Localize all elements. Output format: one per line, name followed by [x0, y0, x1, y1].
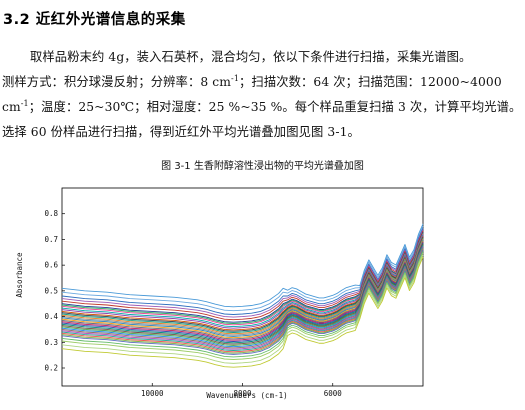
paragraph-line-2-a: 测样方式：积分球漫反射；分辨率：8 cm: [2, 75, 232, 89]
spectrum-line: [61, 230, 424, 321]
spectrum-line: [61, 233, 424, 326]
paragraph-line-2: 测样方式：积分球漫反射；分辨率：8 cm-1；扫描次数：64 次；扫描范围：12…: [2, 70, 522, 95]
section-heading: 3.2 近红外光谱信息的采集: [3, 12, 186, 28]
paragraph-line-4: 选择 60 份样品进行扫描，得到近红外平均光谱叠加图见图 3-1。: [2, 125, 360, 139]
y-tick-label: 0.2: [44, 364, 58, 373]
spectrum-line: [61, 252, 424, 360]
paragraph-line-3-a: cm: [2, 100, 21, 114]
body-paragraph: 取样品粉末约 4g，装入石英杯，混合均匀，依以下条件进行扫描，采集光谱图。 测样…: [2, 45, 522, 145]
spectrum-line: [61, 235, 424, 329]
superscript-minus-one: -1: [20, 98, 29, 108]
x-tick-label: 10000: [141, 389, 164, 398]
x-axis: 10000 8000 6000: [141, 383, 342, 398]
x-axis-label: Wavenumbers (cm-1): [206, 391, 287, 400]
spectrum-line: [61, 251, 424, 358]
spectrum-line: [61, 256, 424, 368]
series-layer: [61, 223, 424, 368]
x-tick-label: 6000: [324, 389, 343, 398]
paragraph-line-3-b: ；温度：25~30℃；相对湿度：25 %~35 %。每个样品重复扫描 3 次，计…: [28, 100, 522, 114]
spectra-chart-svg: 0.2 0.3 0.4 0.5 0.6 0.7 0.8 10000 8000 6000 Wave…: [15, 187, 424, 400]
paragraph-line-3: cm-1；温度：25~30℃；相对湿度：25 %~35 %。每个样品重复扫描 3…: [2, 95, 522, 120]
x-tick-label: 8000: [233, 389, 252, 398]
y-tick-label: 0.3: [44, 338, 58, 347]
y-tick-label: 0.8: [44, 209, 58, 218]
superscript-minus-one: -1: [231, 73, 240, 83]
spectra-chart: 0.2 0.3 0.4 0.5 0.6 0.7 0.8 10000 8000 6000 Wave…: [0, 179, 525, 406]
spectrum-line: [61, 249, 424, 355]
spectrum-line: [61, 223, 424, 308]
spectrum-line: [61, 229, 424, 318]
y-tick-label: 0.4: [44, 312, 58, 321]
spectrum-line: [61, 225, 424, 312]
y-tick-label: 0.7: [44, 235, 58, 244]
y-axis-label: Absorbance: [15, 252, 24, 298]
figure-caption: 图 3-1 生香附醇溶性浸出物的平均光谱叠加图: [161, 161, 364, 172]
y-tick-label: 0.5: [44, 286, 58, 295]
paragraph-line-2-b: ；扫描次数：64 次；扫描范围：12000~4000: [239, 75, 502, 89]
y-tick-label: 0.6: [44, 261, 58, 270]
spectrum-line: [61, 227, 424, 315]
spectrum-line: [61, 254, 424, 364]
paragraph-line-1: 取样品粉末约 4g，装入石英杯，混合均匀，依以下条件进行扫描，采集光谱图。: [30, 50, 472, 64]
y-axis: 0.2 0.3 0.4 0.5 0.6 0.7 0.8: [44, 209, 65, 373]
